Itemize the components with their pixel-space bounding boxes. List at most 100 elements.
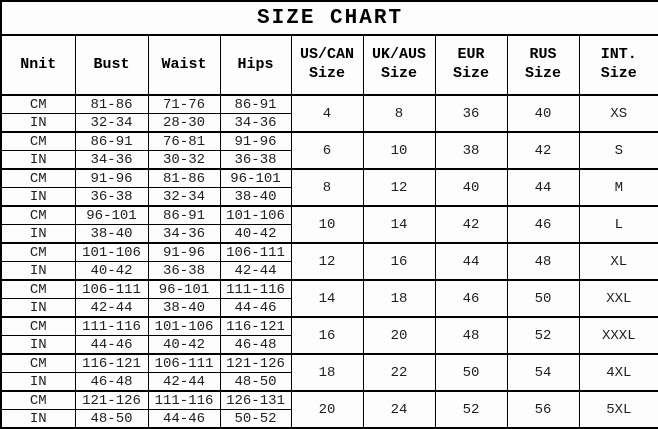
- bust-cell: 96-101: [75, 206, 148, 225]
- hips-cell: 38-40: [220, 188, 291, 207]
- us-can-size-cell: 16: [291, 317, 363, 354]
- waist-cell: 81-86: [148, 169, 220, 188]
- hips-cell: 126-131: [220, 391, 291, 410]
- us-can-size-cell: 6: [291, 132, 363, 169]
- unit-cell: CM: [1, 169, 75, 188]
- bust-cell: 48-50: [75, 410, 148, 429]
- title-row: SIZE CHART: [1, 1, 658, 35]
- uk-aus-size-cell: 24: [363, 391, 435, 428]
- rus-size-cell: 40: [507, 95, 579, 132]
- header-line: Nnit: [2, 56, 75, 75]
- unit-cell: CM: [1, 391, 75, 410]
- unit-cell: IN: [1, 336, 75, 355]
- unit-cell: CM: [1, 280, 75, 299]
- unit-cell: CM: [1, 317, 75, 336]
- uk-aus-size-cell: 12: [363, 169, 435, 206]
- waist-cell: 96-101: [148, 280, 220, 299]
- rus-size-cell: 54: [507, 354, 579, 391]
- rus-size-cell: 44: [507, 169, 579, 206]
- int-size-cell: S: [579, 132, 658, 169]
- unit-cell: IN: [1, 114, 75, 133]
- hips-cell: 48-50: [220, 373, 291, 392]
- uk-aus-size-cell: 16: [363, 243, 435, 280]
- hips-cell: 111-116: [220, 280, 291, 299]
- int-size-cell: 4XL: [579, 354, 658, 391]
- waist-cell: 91-96: [148, 243, 220, 262]
- header-line: Size: [508, 65, 579, 84]
- bust-cell: 38-40: [75, 225, 148, 244]
- uk-aus-size-cell: 10: [363, 132, 435, 169]
- bust-cell: 40-42: [75, 262, 148, 281]
- uk-aus-size-cell: 20: [363, 317, 435, 354]
- bust-cell: 32-34: [75, 114, 148, 133]
- unit-cell: CM: [1, 206, 75, 225]
- hips-cell: 91-96: [220, 132, 291, 151]
- uk-aus-size-cell: 18: [363, 280, 435, 317]
- table-row-cm: CM 81-86 71-76 86-91 4 8 36 40 XS: [1, 95, 658, 114]
- us-can-size-cell: 20: [291, 391, 363, 428]
- rus-size-cell: 56: [507, 391, 579, 428]
- uk-aus-size-cell: 14: [363, 206, 435, 243]
- eur-size-cell: 44: [435, 243, 507, 280]
- hips-cell: 40-42: [220, 225, 291, 244]
- hips-cell: 34-36: [220, 114, 291, 133]
- unit-cell: CM: [1, 354, 75, 373]
- int-size-cell: 5XL: [579, 391, 658, 428]
- bust-cell: 44-46: [75, 336, 148, 355]
- header-line: UK/AUS: [364, 46, 435, 65]
- hips-cell: 50-52: [220, 410, 291, 429]
- header-line: Waist: [149, 56, 220, 75]
- waist-cell: 28-30: [148, 114, 220, 133]
- hips-cell: 44-46: [220, 299, 291, 318]
- waist-cell: 40-42: [148, 336, 220, 355]
- us-can-size-cell: 10: [291, 206, 363, 243]
- unit-cell: IN: [1, 151, 75, 170]
- waist-cell: 44-46: [148, 410, 220, 429]
- bust-cell: 91-96: [75, 169, 148, 188]
- unit-cell: CM: [1, 132, 75, 151]
- eur-size-cell: 46: [435, 280, 507, 317]
- unit-cell: IN: [1, 188, 75, 207]
- bust-cell: 81-86: [75, 95, 148, 114]
- eur-size-cell: 40: [435, 169, 507, 206]
- waist-cell: 111-116: [148, 391, 220, 410]
- col-header-hips: Hips: [220, 35, 291, 95]
- unit-cell: IN: [1, 373, 75, 392]
- unit-cell: IN: [1, 225, 75, 244]
- table-row-cm: CM 106-111 96-101 111-116 14 18 46 50 XX…: [1, 280, 658, 299]
- table-row-cm: CM 96-101 86-91 101-106 10 14 42 46 L: [1, 206, 658, 225]
- col-header-bust: Bust: [75, 35, 148, 95]
- bust-cell: 34-36: [75, 151, 148, 170]
- us-can-size-cell: 14: [291, 280, 363, 317]
- bust-cell: 111-116: [75, 317, 148, 336]
- table-row-cm: CM 121-126 111-116 126-131 20 24 52 56 5…: [1, 391, 658, 410]
- hips-cell: 101-106: [220, 206, 291, 225]
- waist-cell: 106-111: [148, 354, 220, 373]
- unit-cell: IN: [1, 410, 75, 429]
- int-size-cell: XXL: [579, 280, 658, 317]
- bust-cell: 106-111: [75, 280, 148, 299]
- eur-size-cell: 48: [435, 317, 507, 354]
- header-line: INT.: [580, 46, 658, 65]
- table-row-cm: CM 116-121 106-111 121-126 18 22 50 54 4…: [1, 354, 658, 373]
- eur-size-cell: 36: [435, 95, 507, 132]
- us-can-size-cell: 4: [291, 95, 363, 132]
- header-line: EUR: [436, 46, 507, 65]
- us-can-size-cell: 8: [291, 169, 363, 206]
- waist-cell: 32-34: [148, 188, 220, 207]
- col-header-int: INT.Size: [579, 35, 658, 95]
- header-line: Size: [580, 65, 658, 84]
- int-size-cell: XS: [579, 95, 658, 132]
- int-size-cell: XL: [579, 243, 658, 280]
- int-size-cell: XXXL: [579, 317, 658, 354]
- eur-size-cell: 38: [435, 132, 507, 169]
- hips-cell: 42-44: [220, 262, 291, 281]
- header-line: Hips: [221, 56, 291, 75]
- waist-cell: 101-106: [148, 317, 220, 336]
- bust-cell: 116-121: [75, 354, 148, 373]
- int-size-cell: L: [579, 206, 658, 243]
- uk-aus-size-cell: 8: [363, 95, 435, 132]
